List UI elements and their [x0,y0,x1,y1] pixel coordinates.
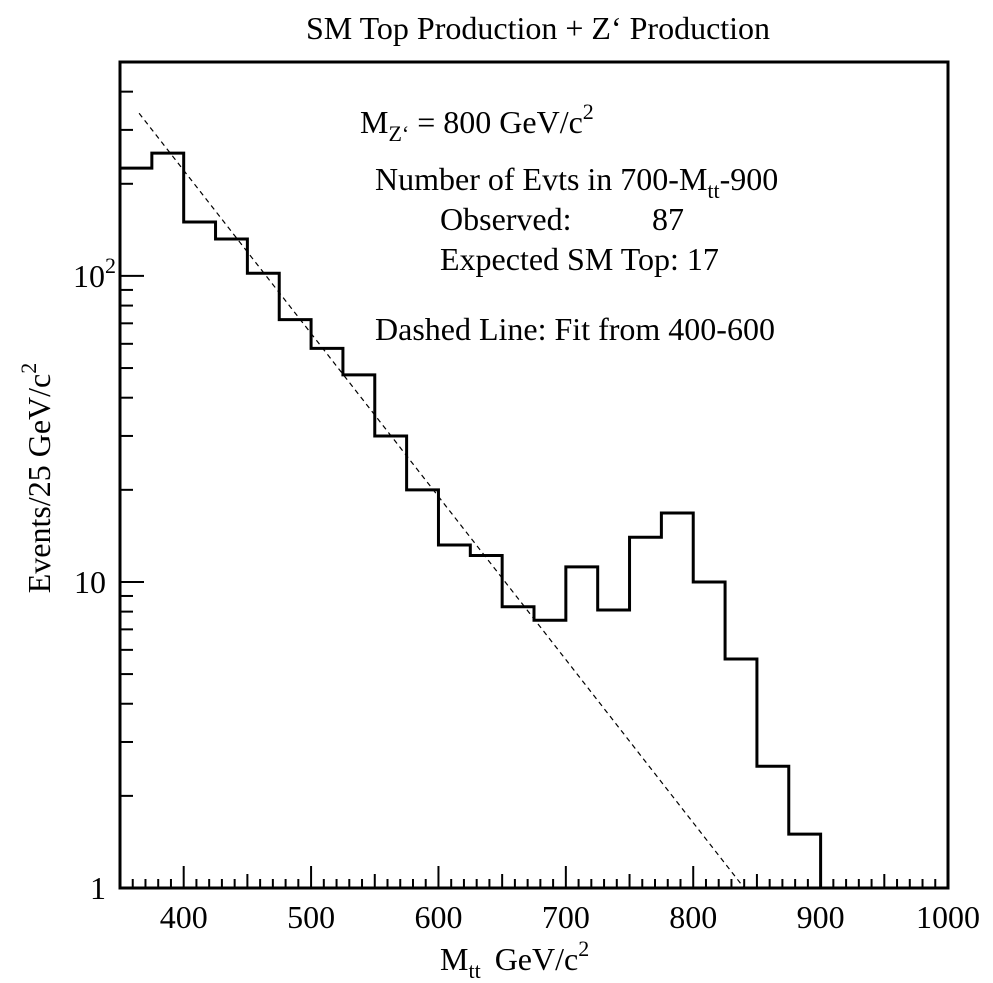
histogram-bin [693,582,725,888]
histogram-bin [216,239,248,888]
expected-sm-top: Expected SM Top: 17 [440,241,719,277]
histogram-bin [598,610,630,888]
histogram-bin [247,273,279,888]
histogram-bin [343,375,375,888]
x-tick-label: 1000 [916,899,980,935]
plot-frame [118,60,950,890]
x-axis-ticks: 400 500 600 700 800 900 1000 [131,866,980,935]
y-axis-label: Events/25 GeV/c2 [16,363,57,594]
event-count-header: Number of Evts in 700-Mtt-900 [375,161,778,203]
x-axis-label: Mtt GeV/c2 [440,936,589,983]
x-tick-label: 800 [669,899,717,935]
histogram-bin [534,620,566,888]
y-tick-label: 10 [74,564,106,600]
mass-annotation: MZ‘ = 800 GeV/c2 [360,99,594,146]
x-tick-label: 900 [797,899,845,935]
y-axis-ticks: 1 10 102 [73,61,144,906]
x-tick-label: 600 [414,899,462,935]
histogram-bin [375,436,407,888]
histogram-bin [152,153,184,888]
observed-label: Observed: [440,201,572,237]
histogram-bin [184,222,216,888]
histogram-bin [630,537,662,888]
histogram-bin [470,556,502,888]
fit-note: Dashed Line: Fit from 400-600 [375,311,775,347]
chart-title: SM Top Production + Z‘ Production [306,10,770,46]
histogram-bin [725,659,757,888]
histogram-bin [502,607,534,888]
histogram-bin [789,834,821,888]
x-tick-label: 400 [160,899,208,935]
x-tick-label: 700 [542,899,590,935]
x-tick-label: 500 [287,899,335,935]
histogram-bin [438,545,470,888]
y-tick-label: 102 [73,253,116,294]
fit-dashed-line [138,112,745,889]
histogram-bin [757,766,789,888]
histogram-bin [407,490,439,888]
histogram-bin [566,567,598,888]
y-tick-label: 1 [90,870,106,906]
histogram-bin [661,513,693,888]
histogram-bin [279,320,311,888]
histogram-outline [120,151,823,888]
observed-value: 87 [652,201,684,237]
histogram-bin [311,348,343,888]
